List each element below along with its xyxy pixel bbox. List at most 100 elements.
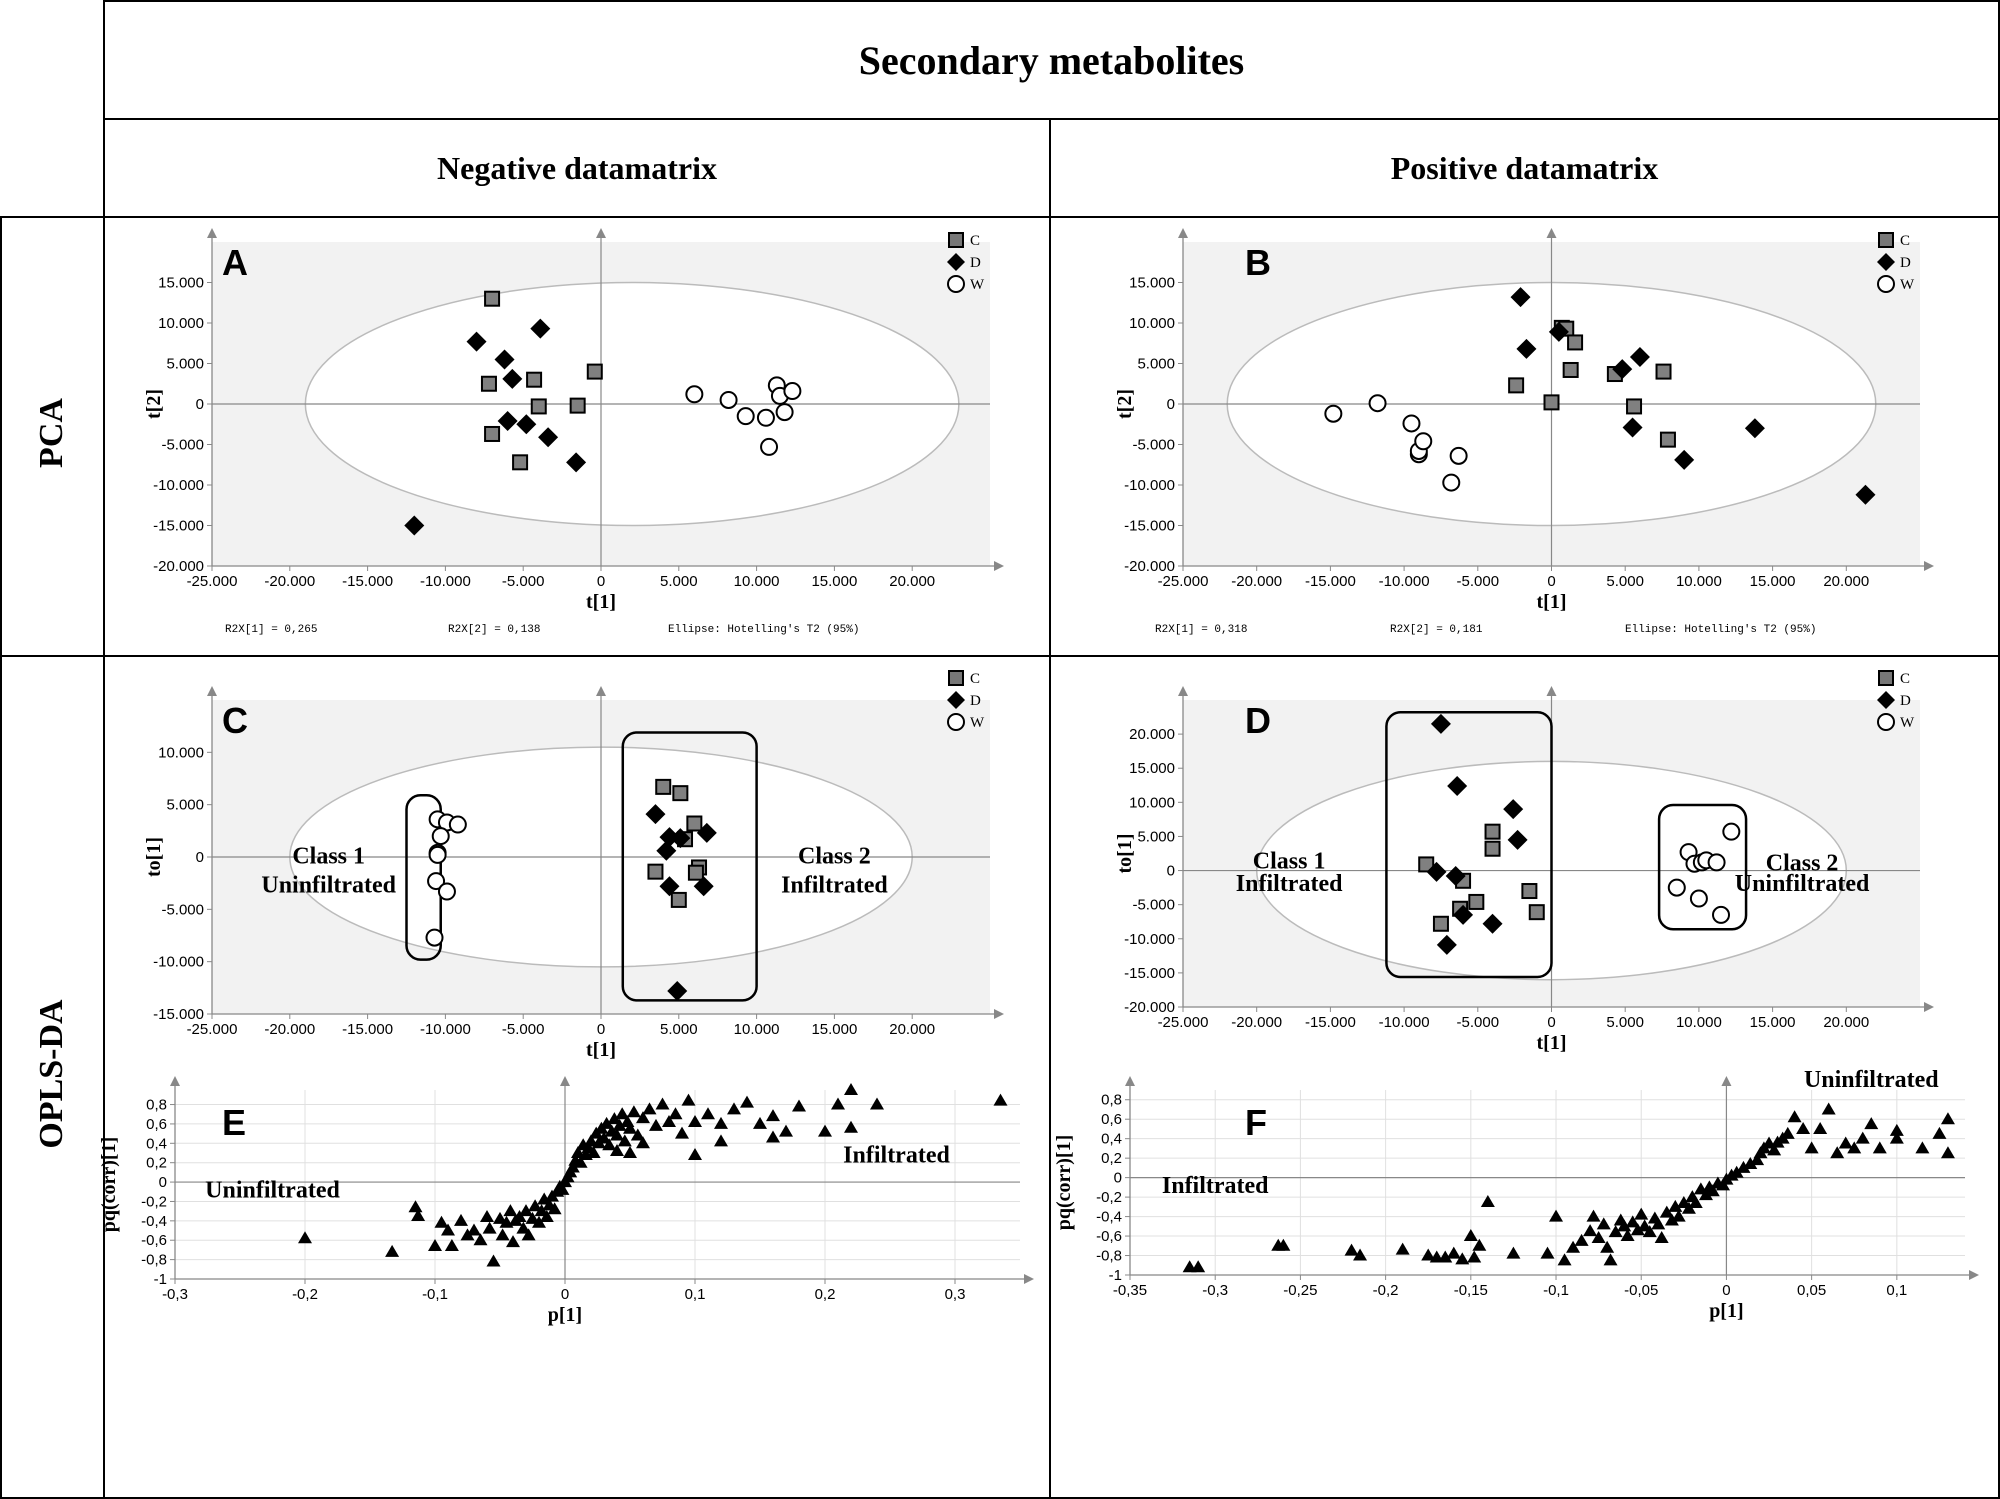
loading-point — [532, 1215, 546, 1228]
loading-point — [1838, 1136, 1853, 1149]
point-w — [1414, 432, 1433, 451]
loading-point — [1750, 1153, 1765, 1166]
x-tick-label: -0,2 — [1373, 1282, 1399, 1299]
x-axis-arrow — [1924, 1002, 1934, 1012]
cell-oplsda-positive — [1049, 655, 2000, 1499]
loading-point — [1889, 1131, 1904, 1144]
legend: CDW — [1877, 232, 1915, 293]
model-stat-text: R2X[2] = 0,138 — [448, 624, 540, 636]
x-tick-label: 0 — [1547, 573, 1555, 590]
loading-point — [1651, 1217, 1666, 1230]
y-axis-arrow — [207, 686, 217, 696]
y-tick-label: -20.000 — [153, 558, 204, 575]
loading-point — [779, 1124, 793, 1137]
point-w — [736, 407, 755, 426]
y-axis-title: to[1] — [1114, 834, 1136, 874]
loading-point — [1671, 1209, 1686, 1222]
point-d — [645, 804, 666, 825]
loading-point — [610, 1144, 624, 1157]
zero-axis-arrow — [1546, 228, 1557, 238]
x-tick-label: -0,3 — [162, 1286, 188, 1303]
annotation-text: Uninfiltrated — [1735, 871, 1870, 897]
loading-point — [441, 1223, 455, 1236]
loading-point — [1620, 1229, 1635, 1242]
loading-point — [1940, 1146, 1955, 1159]
x-tick-label: -5.000 — [502, 573, 545, 590]
y-tick-label: -10.000 — [153, 954, 204, 971]
legend-label-w: W — [1900, 715, 1915, 731]
y-tick-label: -0,6 — [141, 1232, 167, 1249]
loading-point — [1467, 1250, 1482, 1263]
loading-point — [602, 1138, 617, 1151]
point-c — [530, 398, 547, 415]
point-d — [404, 515, 425, 536]
point-c — [512, 454, 529, 471]
loading-point — [1276, 1238, 1291, 1251]
loading-point — [1804, 1141, 1819, 1154]
y-tick-label: 0 — [196, 396, 204, 413]
loading-point — [1463, 1229, 1478, 1242]
x-tick-label: -0,3 — [1202, 1282, 1228, 1299]
loading-point — [599, 1116, 614, 1129]
point-c — [1655, 363, 1672, 380]
point-d — [696, 822, 717, 843]
y-tick-label: 15.000 — [158, 275, 204, 292]
chart-e: -0,3 -0,2 -0,1 0 0,1 0,2 0,3 0,8 0,6 0,4 0,2 0 -0,2 -… — [98, 1076, 1034, 1326]
x-tick-label: 20.000 — [889, 573, 935, 590]
point-d — [1548, 321, 1569, 342]
point-d — [659, 876, 680, 897]
x-tick-label: -20.000 — [264, 573, 315, 590]
loading-point — [298, 1231, 312, 1244]
loading-point — [792, 1099, 806, 1112]
loading-point — [1659, 1205, 1674, 1218]
loading-point — [521, 1228, 536, 1241]
legend-label-c: C — [1900, 233, 1910, 249]
loading-point — [688, 1147, 702, 1160]
zero-axis-arrow — [1546, 686, 1557, 696]
loading-point — [818, 1124, 832, 1137]
loading-point — [1767, 1143, 1782, 1156]
loading-point — [428, 1239, 442, 1252]
point-w — [1324, 404, 1343, 423]
loading-point — [1847, 1141, 1862, 1154]
loading-point — [473, 1233, 488, 1246]
loading-point — [454, 1213, 468, 1226]
loading-point — [1557, 1253, 1572, 1266]
y-tick-label: -20.000 — [1124, 999, 1175, 1016]
y-tick-label: 15.000 — [1129, 275, 1175, 292]
loading-point — [1813, 1121, 1828, 1134]
model-stat-text: Ellipse: Hotelling's T2 (95%) — [668, 624, 859, 636]
y-tick-label: -15.000 — [153, 1006, 204, 1023]
y-tick-label: 0,8 — [1101, 1092, 1122, 1109]
loading-point — [636, 1136, 650, 1149]
legend-label-d: D — [970, 255, 981, 271]
x-tick-label: -10.000 — [1379, 573, 1430, 590]
point-c — [1484, 823, 1501, 840]
loading-point — [1729, 1165, 1744, 1178]
loading-point — [1872, 1141, 1887, 1154]
annotation-text: Infiltrated — [1236, 871, 1343, 897]
legend-marker-d — [947, 691, 965, 709]
annotation-text: Uninfiltrated — [205, 1178, 340, 1204]
point-w — [685, 385, 704, 404]
point-c — [1528, 904, 1545, 921]
x-tick-label: -0,15 — [1454, 1282, 1488, 1299]
loading-point — [727, 1102, 741, 1115]
x-tick-label: 0,1 — [1886, 1282, 1907, 1299]
legend-marker-c — [1878, 232, 1894, 248]
y-tick-label: 10.000 — [158, 315, 204, 332]
point-d — [1447, 775, 1468, 796]
loading-point — [1191, 1260, 1206, 1273]
loading-point — [1642, 1225, 1657, 1238]
point-d — [1507, 829, 1528, 850]
legend-marker-w — [947, 275, 965, 293]
loading-point — [844, 1083, 858, 1095]
loading-point — [1736, 1160, 1751, 1173]
loading-point — [1446, 1246, 1461, 1259]
loading-point — [519, 1204, 533, 1217]
point-w — [756, 408, 775, 427]
legend-label-w: W — [1900, 277, 1915, 293]
x-tick-label: -15.000 — [1305, 573, 1356, 590]
point-d — [1674, 449, 1695, 470]
panel-letter-f: F — [1245, 1102, 1267, 1143]
